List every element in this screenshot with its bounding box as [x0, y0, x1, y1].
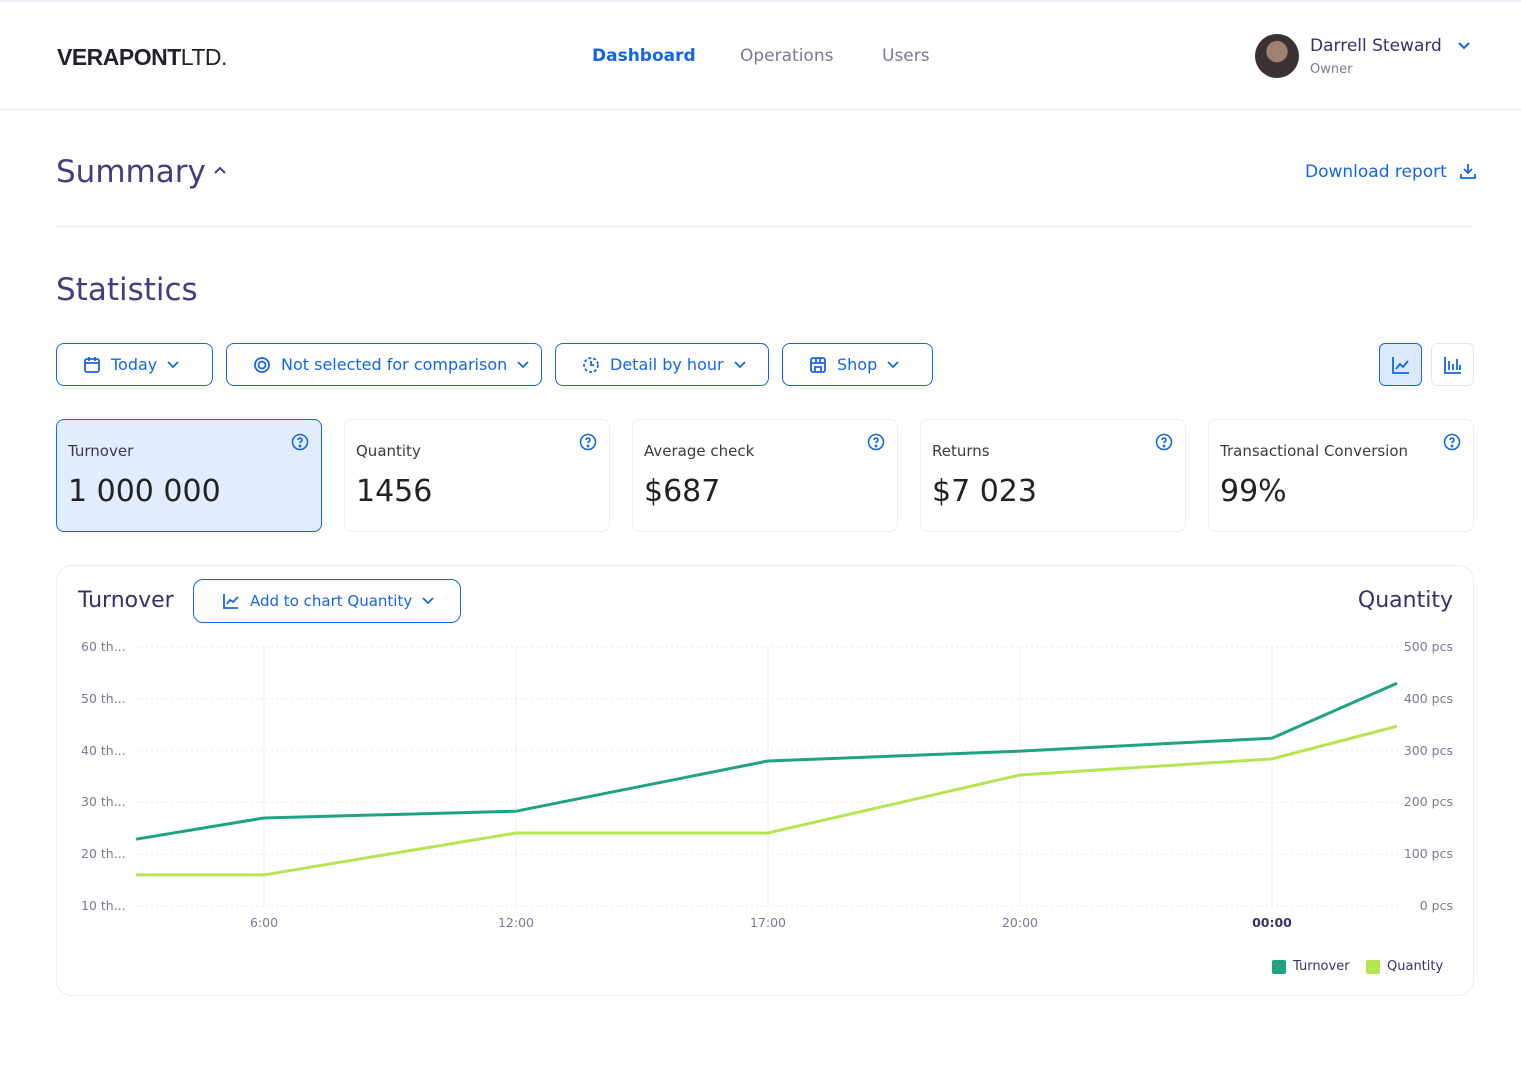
- bar-chart-toggle[interactable]: [1431, 343, 1474, 386]
- download-report-link[interactable]: Download report: [1305, 162, 1477, 182]
- chevron-down-icon: [422, 597, 434, 605]
- help-icon[interactable]: [1443, 433, 1461, 451]
- y-left-tick: 30 th...: [81, 794, 126, 810]
- shop-icon: [810, 356, 826, 373]
- stat-card-title: Turnover: [68, 442, 134, 460]
- stat-card-value: 1456: [356, 474, 433, 509]
- nav-users[interactable]: Users: [882, 46, 930, 66]
- series-line-turnover[interactable]: [135, 681, 1398, 841]
- nav-dashboard[interactable]: Dashboard: [592, 46, 696, 66]
- chart-panel: [56, 565, 1474, 996]
- help-icon[interactable]: [867, 433, 885, 451]
- summary-title: Summary: [56, 154, 206, 190]
- shop-dropdown[interactable]: Shop: [782, 343, 933, 386]
- x-tick: 00:00: [1252, 915, 1292, 930]
- user-role: Owner: [1310, 62, 1353, 77]
- clock-icon: [583, 356, 599, 373]
- logo[interactable]: VERAPONTLTD.: [57, 44, 227, 70]
- stat-card-title: Average check: [644, 442, 755, 460]
- y-right-tick: 400 pcs: [1403, 690, 1453, 706]
- stat-card-value: $687: [644, 474, 721, 509]
- y-right-tick: 500 pcs: [1403, 639, 1453, 654]
- stat-card[interactable]: Returns $7 023: [920, 419, 1186, 532]
- line-chart-icon: [1391, 356, 1409, 374]
- line-chart-toggle[interactable]: [1379, 343, 1422, 386]
- date-filter-dropdown[interactable]: Today: [56, 343, 213, 386]
- help-icon[interactable]: [579, 433, 597, 451]
- legend-quantity[interactable]: Quantity: [1366, 959, 1443, 974]
- chevron-down-icon: [887, 360, 899, 368]
- stat-card[interactable]: Turnover 1 000 000: [56, 419, 322, 532]
- y-left-tick: 20 th...: [81, 846, 126, 862]
- chevron-down-icon: [733, 360, 746, 368]
- calendar-icon: [84, 356, 100, 373]
- chart-right-title: Quantity: [1357, 588, 1453, 613]
- y-left-tick: 10 th...: [81, 898, 126, 913]
- chevron-down-icon: [167, 360, 179, 368]
- chevron-down-icon: [517, 360, 529, 368]
- y-left-tick: 40 th...: [81, 742, 126, 758]
- nav-operations[interactable]: Operations: [740, 46, 834, 66]
- y-left-tick: 60 th...: [81, 639, 126, 654]
- series-line-quantity[interactable]: [136, 724, 1398, 877]
- stat-card-title: Quantity: [356, 442, 421, 460]
- stat-card-value: 99%: [1220, 474, 1287, 509]
- divider: [56, 226, 1474, 227]
- add-to-chart-dropdown[interactable]: Add to chart Quantity: [193, 579, 461, 623]
- quantity-swatch: [1366, 959, 1380, 974]
- x-tick: 20:00: [1001, 915, 1039, 930]
- chevron-up-icon[interactable]: [213, 166, 227, 176]
- user-name[interactable]: Darrell Steward: [1310, 36, 1442, 56]
- stat-card-title: Transactional Conversion: [1220, 442, 1409, 460]
- bar-chart-icon: [1443, 356, 1461, 374]
- compare-icon: [254, 356, 270, 373]
- stat-card-value: $7 023: [932, 474, 1037, 509]
- help-icon[interactable]: [291, 433, 309, 451]
- y-right-tick: 100 pcs: [1403, 846, 1453, 862]
- top-bar: VERAPONTLTD. Dashboard Operations Users …: [0, 2, 1521, 110]
- chart-add-icon: [223, 594, 239, 609]
- stat-card[interactable]: Quantity 1456: [344, 419, 610, 532]
- x-tick: 6:00: [249, 915, 279, 930]
- chart-left-title: Turnover: [78, 588, 174, 613]
- download-icon: [1460, 164, 1477, 179]
- x-tick: 12:00: [497, 915, 535, 930]
- turnover-swatch: [1272, 959, 1286, 974]
- stat-card-value: 1 000 000: [68, 474, 221, 509]
- stat-card-title: Returns: [932, 442, 990, 460]
- comparison-dropdown[interactable]: Not selected for comparison: [226, 343, 542, 386]
- y-right-tick: 0 pcs: [1419, 898, 1453, 913]
- avatar[interactable]: [1255, 34, 1299, 78]
- x-tick: 17:00: [749, 915, 787, 930]
- detail-dropdown[interactable]: Detail by hour: [555, 343, 769, 386]
- statistics-title: Statistics: [56, 272, 198, 308]
- help-icon[interactable]: [1155, 433, 1173, 451]
- stat-card[interactable]: Average check $687: [632, 419, 898, 532]
- chevron-down-icon[interactable]: [1457, 41, 1471, 51]
- legend-turnover[interactable]: Turnover: [1272, 959, 1350, 974]
- stat-card[interactable]: Transactional Conversion 99%: [1208, 419, 1474, 532]
- y-left-tick: 50 th...: [81, 690, 126, 706]
- y-right-tick: 300 pcs: [1403, 742, 1453, 758]
- y-right-tick: 200 pcs: [1403, 794, 1453, 810]
